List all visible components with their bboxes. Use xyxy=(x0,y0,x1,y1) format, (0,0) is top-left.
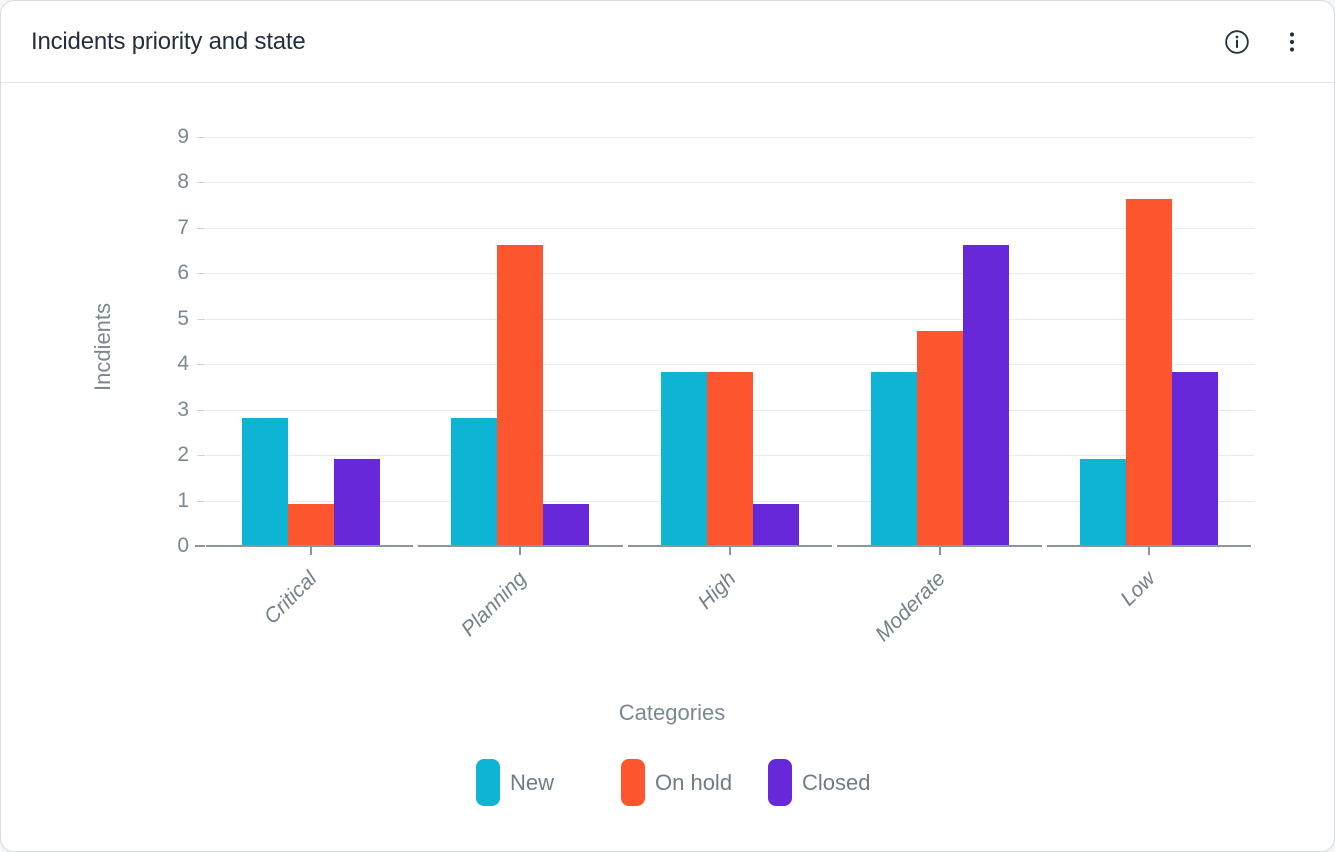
bar-new-high[interactable] xyxy=(661,372,707,545)
gridline-9 xyxy=(206,136,1254,138)
bar-on-hold-low[interactable] xyxy=(1126,199,1173,545)
x-tick-mark-moderate xyxy=(938,547,941,555)
legend-swatch-new xyxy=(476,759,500,806)
info-icon xyxy=(1225,29,1249,54)
bar-on-hold-critical[interactable] xyxy=(287,504,334,545)
card-header: Incidents priority and state xyxy=(1,1,1334,82)
y-tick-label-6: 6 xyxy=(177,261,189,284)
y-tick-mark-6 xyxy=(197,273,205,274)
bar-closed-low[interactable] xyxy=(1172,372,1219,545)
y-tick-label-1: 1 xyxy=(177,488,189,512)
y-tick-mark-3 xyxy=(197,409,205,411)
y-tick-label-2: 2 xyxy=(177,443,189,466)
legend-swatch-on-hold xyxy=(621,759,645,806)
bar-new-critical[interactable] xyxy=(241,417,288,545)
x-axis-line-segment xyxy=(206,545,414,547)
legend-item-on-hold[interactable]: On hold xyxy=(621,759,768,806)
x-axis-line-segment xyxy=(418,545,623,547)
y-tick-label-5: 5 xyxy=(177,306,189,330)
header-divider xyxy=(1,82,1334,83)
x-tick-mark-planning xyxy=(519,547,522,555)
x-tick-label-low: Low xyxy=(1115,567,1160,611)
x-axis-line-segment xyxy=(627,545,833,547)
bar-on-hold-moderate[interactable] xyxy=(916,331,963,545)
y-tick-mark-0 xyxy=(195,545,205,547)
bar-new-planning[interactable] xyxy=(451,417,498,545)
chart-legend: New On hold Closed xyxy=(476,759,870,806)
y-axis-title: Incdients xyxy=(90,302,115,392)
y-tick-mark-9 xyxy=(197,136,205,138)
y-tick-label-0: 0 xyxy=(177,534,189,557)
x-axis-line-segment xyxy=(837,545,1042,547)
kebab-menu-icon xyxy=(1289,31,1295,52)
bar-on-hold-high[interactable] xyxy=(707,372,753,545)
context-menu-button[interactable] xyxy=(1274,24,1310,60)
legend-label-on-hold: On hold xyxy=(655,770,733,795)
info-button[interactable] xyxy=(1218,23,1256,61)
bar-closed-critical[interactable] xyxy=(333,458,380,545)
y-tick-label-8: 8 xyxy=(177,170,189,193)
y-tick-label-9: 9 xyxy=(177,124,189,148)
x-tick-label-planning: Planning xyxy=(456,567,531,642)
x-tick-label-critical: Critical xyxy=(259,567,322,629)
x-axis-line-segment xyxy=(1046,545,1251,547)
gridline-8 xyxy=(206,182,1254,183)
y-tick-label-4: 4 xyxy=(177,352,189,375)
y-tick-mark-8 xyxy=(197,182,205,183)
legend-label-closed: Closed xyxy=(802,770,871,795)
y-tick-label-3: 3 xyxy=(177,397,189,421)
x-tick-label-moderate: Moderate xyxy=(870,567,950,646)
legend-item-closed[interactable]: Closed xyxy=(768,759,870,806)
y-tick-mark-2 xyxy=(197,455,205,456)
legend-label-new: New xyxy=(510,770,555,795)
x-tick-mark-low xyxy=(1148,547,1151,555)
y-tick-mark-7 xyxy=(197,227,205,229)
y-tick-label-7: 7 xyxy=(177,215,189,239)
y-tick-mark-5 xyxy=(197,318,205,320)
bar-new-low[interactable] xyxy=(1080,458,1127,545)
bar-closed-planning[interactable] xyxy=(543,504,590,545)
gridline-5 xyxy=(206,318,1254,320)
legend-swatch-closed xyxy=(768,759,792,806)
x-axis-title: Categories xyxy=(618,700,726,725)
y-tick-mark-1 xyxy=(197,500,205,502)
x-tick-label-high: High xyxy=(693,567,741,614)
gridline-6 xyxy=(206,273,1254,274)
x-tick-mark-high xyxy=(729,547,731,555)
bar-new-moderate[interactable] xyxy=(870,372,917,545)
header-actions xyxy=(1218,1,1310,82)
legend-item-new[interactable]: New xyxy=(476,759,621,806)
gridline-4 xyxy=(206,364,1254,365)
x-tick-mark-critical xyxy=(309,547,312,555)
y-tick-mark-4 xyxy=(197,364,205,365)
bar-closed-moderate[interactable] xyxy=(962,244,1009,545)
gridline-7 xyxy=(206,227,1254,229)
card-title: Incidents priority and state xyxy=(31,27,306,55)
bar-on-hold-planning[interactable] xyxy=(497,244,544,545)
bar-closed-high[interactable] xyxy=(753,504,799,545)
